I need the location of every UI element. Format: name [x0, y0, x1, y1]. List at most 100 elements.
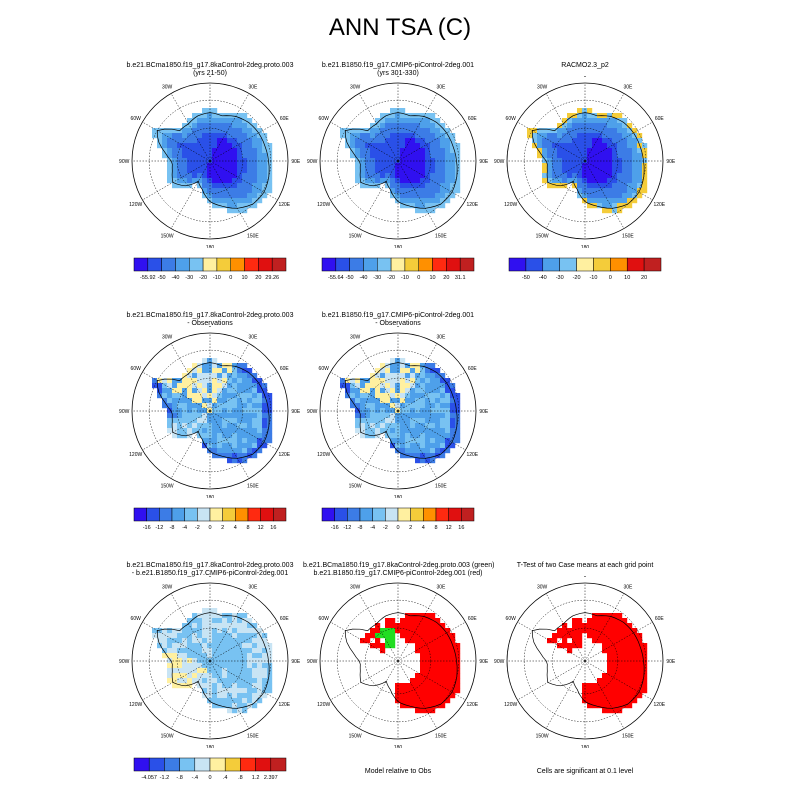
meridian-line: [397, 660, 438, 729]
grid-cell: [420, 428, 426, 434]
grid-cell: [242, 703, 248, 709]
lon-tick-label: 120E: [278, 702, 290, 708]
grid-cell: [390, 113, 396, 119]
grid-cell: [177, 143, 183, 149]
grid-cell: [415, 438, 421, 444]
grid-cell: [252, 453, 258, 459]
grid-cell: [207, 358, 213, 364]
grid-cell: [420, 643, 426, 649]
lon-tick-label: 90W: [307, 659, 318, 665]
grid-cell: [395, 173, 401, 179]
lon-tick-label: 120W: [504, 702, 517, 708]
grid-cell: [247, 128, 253, 134]
lon-tick-label: 120E: [653, 702, 665, 708]
grid-cell: [445, 133, 451, 139]
grid-cell: [212, 683, 218, 689]
grid-cell: [582, 163, 588, 169]
colorbar-swatch: [593, 257, 611, 272]
grid-cell: [227, 133, 233, 139]
grid-cell: [197, 148, 203, 154]
grid-cell: [182, 388, 188, 394]
grid-cell: [450, 403, 456, 409]
grid-cell: [637, 148, 643, 154]
colorbar-swatch: [508, 257, 527, 272]
lon-tick-label: 0: [584, 76, 587, 79]
lon-tick-label: 30W: [350, 585, 361, 591]
grid-cell: [552, 168, 558, 174]
grid-cell: [405, 623, 411, 629]
colorbar-swatch: [179, 757, 196, 772]
grid-cell: [237, 703, 243, 709]
grid-cell: [212, 418, 218, 424]
grid-cell: [405, 698, 411, 704]
panel-title-line: b.e21.B1850.f19_g17.CMIP6-piControl-2deg…: [321, 312, 475, 319]
grid-cell: [572, 158, 578, 164]
grid-cell: [252, 623, 258, 629]
grid-cell: [217, 418, 223, 424]
meridian-line: [209, 371, 278, 412]
grid-cell: [227, 153, 233, 159]
grid-cell: [212, 138, 218, 144]
grid-cell: [257, 678, 263, 684]
grid-cell: [420, 678, 426, 684]
grid-cell: [597, 118, 603, 124]
grid-cell: [187, 673, 193, 679]
grid-cell: [227, 623, 233, 629]
grid-cell: [172, 683, 178, 689]
grid-cell: [247, 428, 253, 434]
grid-cell: [202, 688, 208, 694]
grid-cell: [420, 138, 426, 144]
grid-cell: [385, 148, 391, 154]
grid-cell: [232, 618, 238, 624]
grid-cell: [227, 673, 233, 679]
grid-cell: [375, 643, 381, 649]
grid-cell: [400, 128, 406, 134]
grid-cell: [217, 678, 223, 684]
colorbar-tick-label: -20: [573, 275, 581, 281]
grid-cell: [172, 673, 178, 679]
grid-cell: [207, 373, 213, 379]
grid-cell: [632, 698, 638, 704]
grid-cell: [395, 438, 401, 444]
grid-cell: [577, 123, 583, 129]
grid-cell: [187, 128, 193, 134]
meridian-line: [358, 160, 399, 229]
grid-cell: [192, 658, 198, 664]
grid-cell: [212, 188, 218, 194]
lon-tick-label: 150W: [536, 733, 549, 739]
grid-cell: [222, 673, 228, 679]
grid-cell: [642, 653, 648, 659]
grid-cell: [380, 148, 386, 154]
grid-cell: [400, 408, 406, 414]
grid-cell: [622, 193, 628, 199]
colorbar-tick-label: -30: [373, 275, 381, 281]
grid-cell: [450, 168, 456, 174]
grid-cell: [370, 143, 376, 149]
grid-cell: [212, 358, 218, 364]
grid-cell: [385, 418, 391, 424]
grid-cell: [197, 613, 203, 619]
grid-cell: [587, 113, 593, 119]
grid-cell: [202, 113, 208, 119]
grid-cell: [430, 648, 436, 654]
grid-cell: [192, 673, 198, 679]
grid-cell: [355, 408, 361, 414]
colorbar-swatch: [390, 257, 406, 272]
grid-cell: [395, 383, 401, 389]
grid-cell: [602, 143, 608, 149]
grid-cell: [597, 638, 603, 644]
grid-cell: [445, 148, 451, 154]
grid-cell: [637, 168, 643, 174]
grid-cell: [232, 193, 238, 199]
grid-cell: [410, 373, 416, 379]
grid-cell: [257, 193, 263, 199]
grid-cell: [552, 158, 558, 164]
grid-cell: [340, 128, 346, 134]
grid-cell: [587, 163, 593, 169]
grid-cell: [420, 193, 426, 199]
grid-cell: [262, 133, 268, 139]
grid-cell: [167, 628, 173, 634]
grid-cell: [212, 198, 218, 204]
grid-cell: [242, 398, 248, 404]
grid-cell: [182, 143, 188, 149]
